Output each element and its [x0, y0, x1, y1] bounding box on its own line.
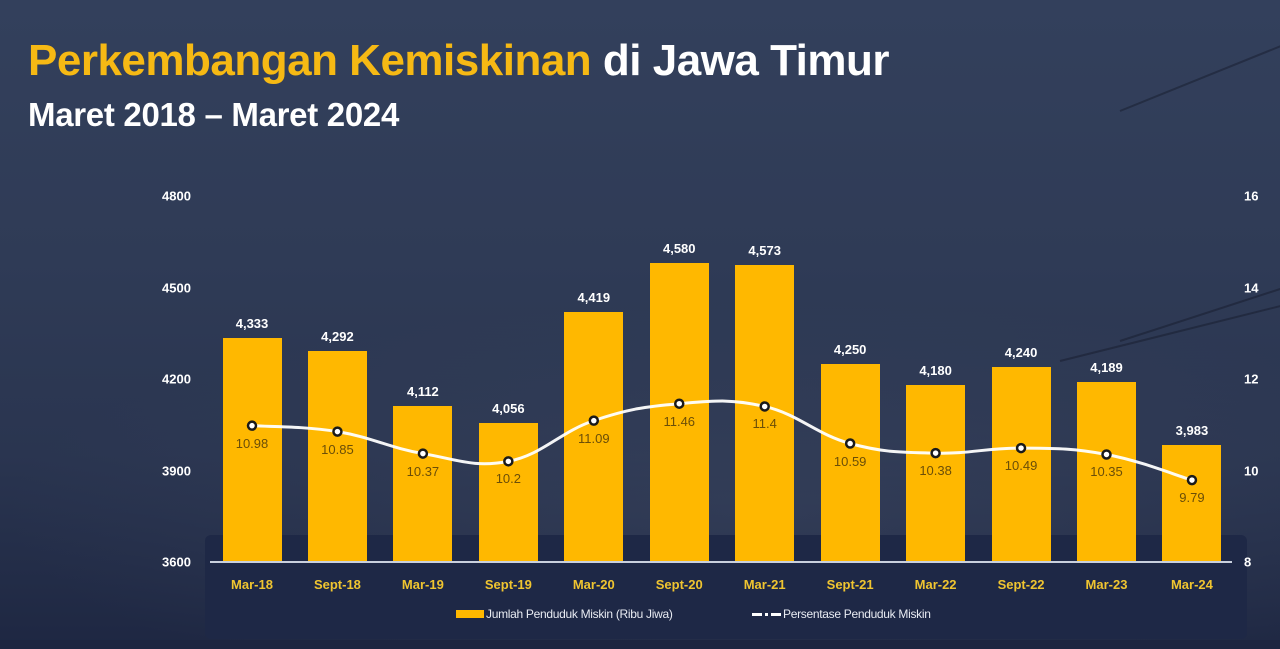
- x-axis-tick: Sept-22: [997, 577, 1045, 592]
- bar-value-label: 4,189: [1090, 360, 1123, 376]
- bar-mar-18: [222, 338, 282, 562]
- percentage-value-label: 10.85: [321, 441, 354, 457]
- right-axis-tick: 8: [1244, 554, 1252, 570]
- line-marker-icon: [332, 426, 343, 437]
- percentage-value-label: 11.46: [663, 413, 696, 429]
- bar-value-label: 4,112: [406, 383, 439, 399]
- percentage-value-label: 10.2: [495, 471, 521, 487]
- bar-value-label: 4,240: [1004, 344, 1038, 360]
- line-marker-icon: [1015, 442, 1027, 454]
- bar-mar-22: [906, 385, 966, 562]
- left-axis-tick: 3900: [162, 463, 191, 478]
- line-marker-icon: [246, 420, 258, 431]
- legend-bar-label: Jumlah Penduduk Miskin (Ribu Jiwa): [486, 607, 673, 621]
- right-axis-tick: 12: [1244, 371, 1259, 387]
- bar-value-label: 4,580: [662, 241, 696, 257]
- footer-strip: [0, 640, 1280, 649]
- percentage-value-label: 9.79: [1179, 490, 1205, 506]
- percentage-value-label: 10.37: [406, 463, 440, 479]
- bar-sept-19: [478, 422, 538, 562]
- legend-item-bar: Jumlah Penduduk Miskin (Ribu Jiwa): [456, 607, 673, 621]
- percentage-value-label: 11.4: [752, 416, 777, 432]
- bar-mar-23: [1077, 382, 1136, 562]
- x-axis-tick: Mar-19: [401, 577, 444, 592]
- bar-value-label: 4,250: [833, 341, 867, 357]
- percentage-value-label: 11.09: [578, 430, 610, 446]
- bar-sept-21: [820, 363, 880, 562]
- line-marker-icon: [930, 447, 941, 459]
- line-marker-icon: [844, 438, 856, 449]
- x-axis-tick: Mar-20: [572, 577, 615, 592]
- bar-mar-20: [564, 312, 624, 562]
- x-axis-tick: Mar-23: [1085, 577, 1128, 592]
- chart-title: Perkembangan Kemiskinan di Jawa Timur: [28, 36, 890, 86]
- x-axis-tick: Mar-24: [1170, 577, 1213, 592]
- bar-value-label: 3,983: [1175, 423, 1209, 439]
- right-axis-tick: 16: [1244, 188, 1259, 204]
- bar-sept-18: [307, 350, 367, 562]
- line-marker-icon: [759, 401, 770, 412]
- bar-value-label: 4,573: [748, 243, 781, 259]
- line-marker-icon: [503, 456, 514, 467]
- legend-item-line: Persentase Penduduk Miskin: [752, 607, 931, 621]
- bar-value-label: 4,292: [321, 328, 354, 344]
- left-axis-tick: 4800: [162, 188, 191, 204]
- left-axis-tick: 3600: [162, 554, 191, 570]
- right-axis-tick: 10: [1244, 463, 1259, 478]
- x-axis-tick: Sept-20: [655, 577, 703, 592]
- chart-subtitle: Maret 2018 – Maret 2024: [28, 96, 400, 133]
- percentage-value-label: 10.98: [235, 435, 269, 451]
- chart-title-rest: di Jawa Timur: [591, 36, 890, 85]
- bar-value-label: 4,333: [235, 316, 269, 332]
- left-axis-tick: 4500: [162, 280, 191, 295]
- percentage-value-label: 10.49: [1004, 458, 1038, 474]
- line-marker-icon: [674, 398, 685, 409]
- percentage-value-label: 10.35: [1090, 464, 1123, 480]
- legend-line-swatch-icon: [752, 612, 781, 616]
- x-axis-tick: Sept-21: [826, 577, 874, 592]
- percentage-value-label: 10.59: [833, 453, 867, 469]
- line-marker-icon: [1186, 474, 1198, 486]
- x-axis-tick: Sept-18: [313, 577, 361, 592]
- right-axis-tick: 14: [1244, 280, 1259, 295]
- bar-value-label: 4,180: [919, 363, 952, 379]
- line-marker-icon: [417, 448, 429, 459]
- x-axis-tick: Mar-22: [914, 577, 957, 592]
- bar-value-label: 4,056: [492, 400, 525, 416]
- chart-title-highlight: Perkembangan Kemiskinan: [28, 36, 592, 85]
- legend-bar-swatch-icon: [456, 610, 484, 618]
- x-axis-tick: Mar-18: [231, 577, 273, 592]
- bar-sept-20: [649, 263, 709, 562]
- bar-value-label: 4,419: [577, 290, 611, 306]
- bar-mar-19: [393, 405, 453, 562]
- x-axis-line: [210, 561, 1232, 563]
- x-axis-tick: Sept-19: [484, 577, 532, 592]
- bar-mar-24: [1162, 445, 1222, 562]
- legend-line-label: Persentase Penduduk Miskin: [783, 607, 931, 621]
- percentage-value-label: 10.38: [919, 463, 952, 479]
- x-axis-tick: Mar-21: [743, 577, 786, 592]
- line-marker-icon: [588, 415, 600, 426]
- chart-axis-panel: [205, 535, 1247, 639]
- bar-sept-22: [991, 366, 1051, 562]
- line-marker-icon: [1101, 449, 1112, 460]
- percentage-line: [251, 399, 1193, 482]
- left-axis-tick: 4200: [162, 371, 191, 387]
